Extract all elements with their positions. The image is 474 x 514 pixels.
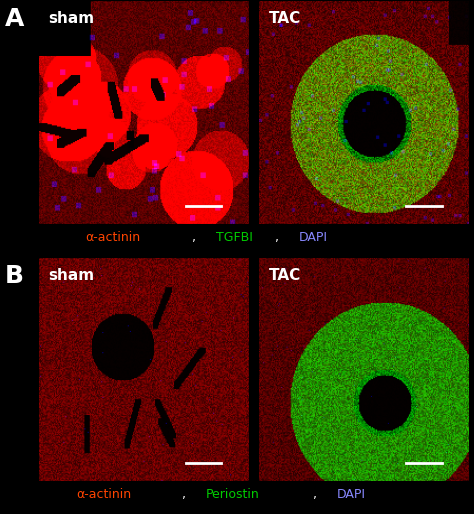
- Text: ,: ,: [275, 231, 283, 244]
- Text: TAC: TAC: [269, 268, 301, 283]
- Text: Periostin: Periostin: [206, 488, 260, 501]
- Text: A: A: [5, 7, 24, 31]
- Text: α-actinin: α-actinin: [85, 231, 140, 244]
- Text: ,: ,: [182, 488, 191, 501]
- Text: sham: sham: [48, 11, 95, 26]
- Text: ,: ,: [313, 488, 321, 501]
- Text: TAC: TAC: [269, 11, 301, 26]
- Text: DAPI: DAPI: [337, 488, 365, 501]
- Text: α-actinin: α-actinin: [76, 488, 131, 501]
- Text: sham: sham: [48, 268, 95, 283]
- Text: TGFBI: TGFBI: [216, 231, 253, 244]
- Text: ,: ,: [192, 231, 200, 244]
- Text: B: B: [5, 264, 24, 288]
- Text: DAPI: DAPI: [299, 231, 328, 244]
